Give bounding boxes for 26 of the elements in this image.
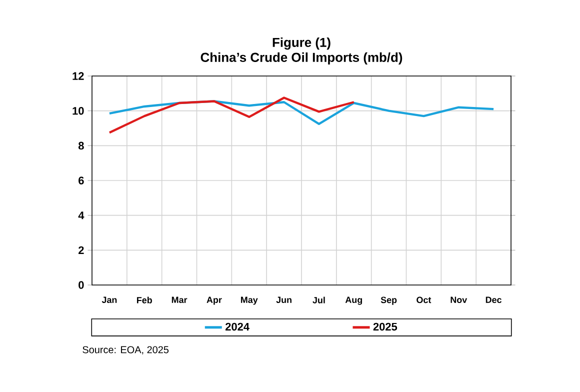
y-tick-label: 12: [72, 72, 84, 80]
x-tick-label: Aug: [345, 296, 362, 305]
chart-title: Figure (1): [272, 37, 330, 50]
line-series: [108, 100, 495, 125]
y-tick-label: 8: [78, 142, 84, 150]
line-series: [108, 96, 355, 134]
source-note: Source: EOA, 2025: [82, 346, 169, 354]
x-tick-label: Jul: [312, 296, 325, 304]
x-tick-label: Apr: [206, 296, 222, 305]
legend-label: 2025: [373, 322, 398, 331]
x-tick-label: Nov: [450, 296, 468, 304]
x-tick-label: Jan: [102, 296, 117, 304]
x-tick-label: Sep: [380, 296, 397, 305]
x-tick-label: May: [241, 296, 258, 305]
x-tick-label: Dec: [486, 296, 502, 304]
y-tick-label: 2: [78, 246, 84, 254]
legend-label: 2024: [226, 322, 250, 331]
y-tick-label: 4: [78, 212, 84, 220]
chart-subtitle: China’s Crude Oil Imports (mb/d): [200, 52, 402, 65]
x-tick-label: Jun: [276, 296, 292, 304]
x-tick-label: Oct: [416, 296, 432, 304]
y-tick-label: 10: [72, 106, 84, 115]
x-tick-label: Feb: [137, 296, 152, 304]
y-tick-label: 0: [78, 281, 84, 289]
y-tick-label: 6: [78, 176, 84, 184]
x-tick-label: Mar: [172, 296, 188, 304]
